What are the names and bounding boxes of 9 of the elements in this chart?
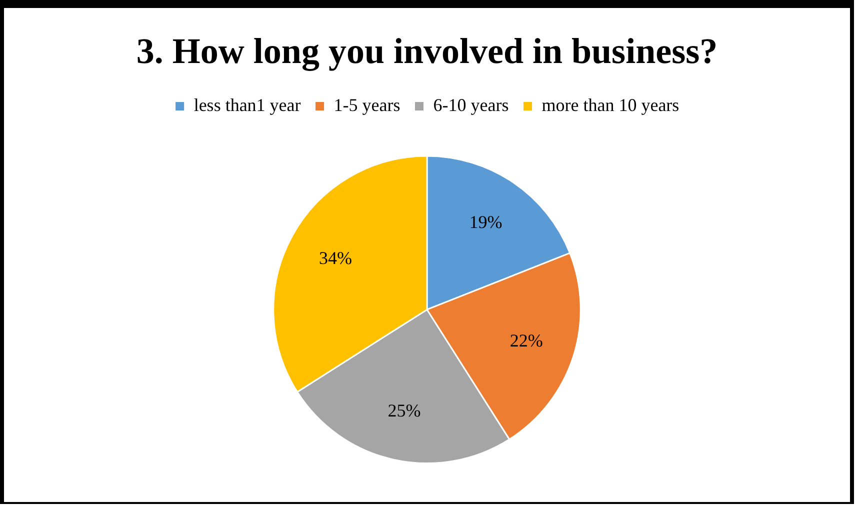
chart-title: 3. How long you involved in business?: [136, 30, 718, 71]
data-label: 19%: [469, 212, 502, 232]
legend-label: less than1 year: [194, 94, 301, 115]
data-label: 34%: [318, 248, 352, 268]
legend-label: more than 10 years: [542, 94, 680, 115]
legend-label: 6-10 years: [433, 94, 509, 115]
legend-label: 1-5 years: [334, 94, 400, 115]
data-label: 25%: [388, 400, 421, 420]
data-label: 22%: [510, 330, 543, 351]
